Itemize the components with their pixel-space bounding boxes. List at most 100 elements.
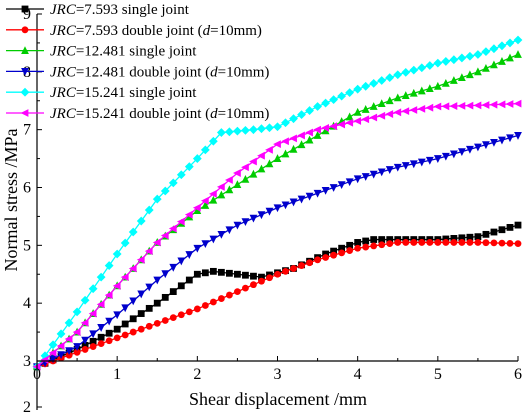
series-point (354, 239, 362, 246)
series-point (337, 120, 346, 129)
x-tick-label: 6 (514, 366, 522, 383)
series-point (209, 267, 217, 275)
series-point (201, 269, 209, 277)
series-point (250, 272, 257, 280)
series-point (241, 125, 250, 135)
series-point (506, 53, 514, 62)
series-point (482, 230, 490, 238)
series-point (361, 173, 370, 181)
series-point (201, 240, 210, 248)
series-point (49, 355, 57, 364)
series-point (241, 175, 250, 183)
series-point (465, 51, 475, 61)
series-point (81, 336, 89, 345)
series-point (425, 156, 434, 165)
series-point (217, 230, 226, 239)
series-point (57, 351, 65, 360)
series-point (88, 284, 98, 294)
series-point (169, 263, 178, 272)
series-point (513, 35, 523, 45)
series-point (177, 311, 185, 319)
series-point (81, 346, 89, 353)
legend-marker (21, 5, 29, 13)
series-point (89, 343, 97, 350)
series-point (168, 178, 178, 188)
series-point (346, 241, 354, 249)
legend-marker (20, 87, 30, 97)
series-point (257, 151, 265, 160)
series-point (274, 270, 281, 278)
series-point (442, 235, 450, 243)
series-point (506, 224, 514, 231)
series-point (450, 234, 458, 242)
series-point (129, 297, 138, 306)
series-point (425, 61, 435, 70)
series-point (490, 60, 498, 69)
series-point (177, 257, 186, 266)
series-point (97, 333, 105, 341)
series-point (338, 244, 346, 252)
series-point (449, 55, 459, 65)
series-point (353, 84, 363, 94)
series-point (105, 329, 113, 337)
series-point (257, 164, 266, 173)
series-point (313, 131, 322, 139)
series-point (161, 270, 170, 279)
series-point (193, 305, 201, 313)
series-point (305, 135, 314, 144)
series-point (385, 110, 394, 118)
series-point (393, 93, 402, 102)
series-point (417, 158, 426, 167)
series-point (120, 273, 129, 282)
series-point (281, 201, 290, 210)
series-point (104, 291, 113, 299)
series-point (145, 304, 153, 312)
series-point (385, 166, 394, 174)
series-point (321, 126, 330, 135)
series-point (474, 239, 482, 246)
series-point (369, 79, 379, 88)
series-point (393, 108, 402, 117)
x-axis-title: Shear displacement /mm (189, 389, 367, 409)
series-point (209, 298, 217, 306)
y-tick-label: 2 (23, 399, 31, 416)
series-point (234, 270, 241, 278)
series-point (185, 308, 193, 316)
series-point (433, 155, 442, 163)
series-point (321, 98, 330, 108)
series-point (200, 145, 210, 155)
series-point (241, 163, 249, 172)
series-point (490, 228, 498, 236)
series-point (201, 201, 210, 209)
y-tick-label: 6 (23, 180, 31, 197)
series-point (370, 236, 378, 243)
series-point (88, 309, 97, 318)
series-point (449, 102, 458, 110)
series-point (498, 239, 506, 247)
series-point (401, 68, 411, 77)
y-tick-label: 5 (23, 237, 31, 254)
series-point (514, 240, 522, 247)
series-point (458, 234, 466, 242)
series-point (216, 128, 226, 137)
series-point (377, 99, 386, 108)
series-point (258, 273, 265, 281)
series-point (426, 239, 434, 246)
series-point (330, 247, 338, 255)
series-point (184, 162, 194, 172)
series-point (217, 268, 225, 276)
series-point (465, 101, 474, 110)
legend-label: JRC=7.593 single joint (50, 2, 190, 18)
series-point (369, 113, 378, 122)
series-point (265, 207, 274, 216)
series-point (362, 237, 370, 245)
series-point (289, 144, 298, 153)
series-point (313, 189, 322, 198)
series-point (136, 216, 146, 226)
series-point (112, 281, 121, 290)
series-point (225, 185, 234, 194)
legend-label: JRC=12.481 double joint (d=10mm) (50, 64, 269, 80)
legend-entry-1: JRC=7.593 single joint (6, 2, 190, 18)
series-line (36, 241, 519, 368)
